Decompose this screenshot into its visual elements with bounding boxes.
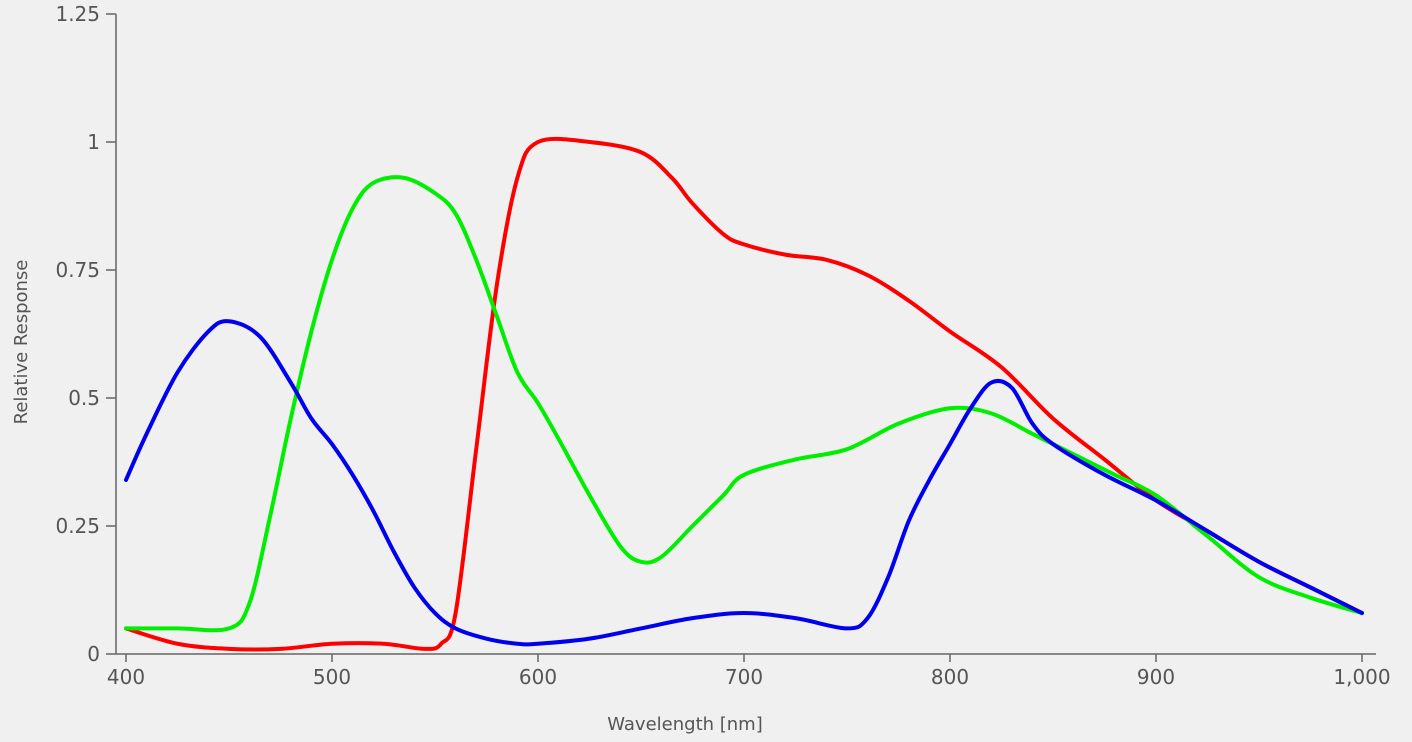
x-tick-label: 700 — [725, 665, 763, 689]
y-tick-label: 0 — [87, 642, 100, 666]
x-tick-label: 1,000 — [1333, 665, 1390, 689]
x-tick-label: 600 — [519, 665, 557, 689]
y-tick-label: 0.5 — [68, 386, 100, 410]
x-tick-label: 900 — [1137, 665, 1175, 689]
series-line-2 — [124, 175, 1364, 633]
plot-area — [124, 136, 1364, 652]
x-tick-label: 500 — [313, 665, 351, 689]
y-tick-label: 0.25 — [55, 514, 100, 538]
series-line-1 — [124, 136, 1364, 652]
y-tick-label: 1 — [87, 130, 100, 154]
series-line-3 — [124, 319, 1364, 647]
x-axis-title: Wavelength [nm] — [607, 714, 763, 735]
y-tick-label: 0.75 — [55, 258, 100, 282]
y-tick-label: 1.25 — [55, 2, 100, 26]
x-axis: 400 500 600 700 800 900 1,000 — [107, 653, 1391, 689]
x-tick-label: 400 — [107, 665, 145, 689]
y-axis: 0 0.25 0.5 0.75 1 1.25 — [55, 2, 117, 666]
x-tick-label: 800 — [931, 665, 969, 689]
y-axis-title: Relative Response — [11, 260, 32, 425]
